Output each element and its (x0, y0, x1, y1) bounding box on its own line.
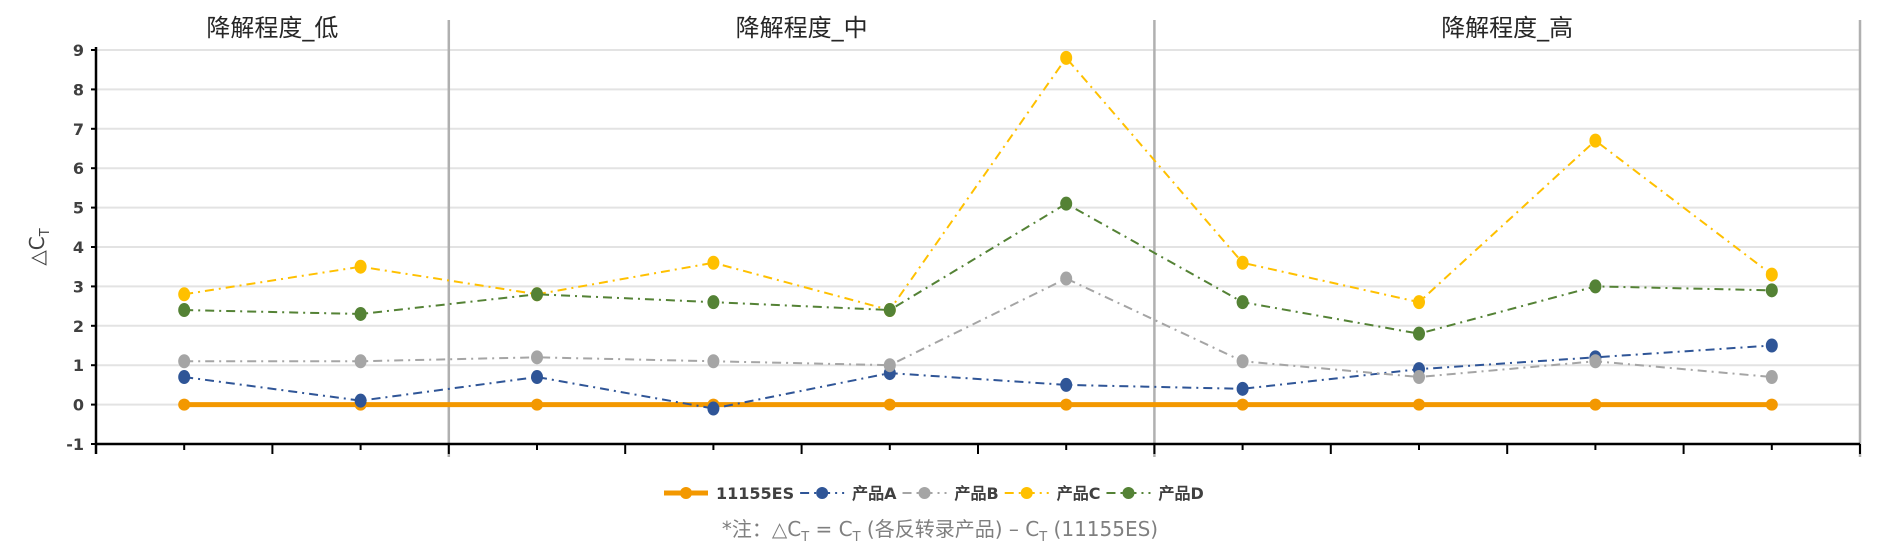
data-point (178, 398, 191, 411)
data-point (178, 287, 191, 302)
legend-marker (816, 487, 829, 499)
series-产品C (178, 50, 1778, 318)
data-point (531, 398, 543, 411)
group-dividers (447, 20, 1862, 457)
group-label: 降解程度_中 (736, 14, 868, 42)
data-point (1765, 338, 1778, 353)
legend-item: 产品A (800, 484, 897, 503)
series-line (184, 277, 1772, 379)
data-point (883, 398, 896, 411)
data-point (1060, 377, 1073, 392)
data-point (1236, 381, 1249, 396)
data-point (883, 358, 896, 373)
legend-item: 产品D (1106, 484, 1204, 503)
legend: 11155ES 产品A 产品B 产品C 产品D (664, 484, 1204, 503)
y-tick-label: 0 (73, 396, 84, 415)
data-point (1236, 295, 1249, 310)
data-point (883, 303, 896, 318)
y-tick-label: 1 (73, 356, 84, 375)
group-label: 降解程度_高 (1441, 14, 1573, 42)
legend-marker (1122, 487, 1135, 499)
data-point (1765, 398, 1778, 411)
y-tick-label: 9 (73, 41, 84, 60)
y-tick-label: 7 (73, 120, 84, 139)
data-point (1413, 326, 1425, 341)
legend-item: 产品B (902, 484, 999, 503)
y-tick-label: -1 (66, 435, 84, 454)
y-tick-label: 2 (73, 317, 84, 336)
y-tick-label: 3 (73, 277, 84, 296)
legend-label: 11155ES (716, 484, 794, 503)
data-point (1413, 295, 1425, 310)
legend-item: 产品C (1004, 484, 1101, 503)
data-point (178, 303, 191, 318)
legend-label: 产品C (1057, 484, 1101, 503)
data-point (531, 350, 543, 365)
data-point (1413, 398, 1425, 411)
series-line (184, 56, 1773, 312)
data-point (178, 370, 191, 385)
series-11155ES (178, 398, 1778, 411)
data-point (354, 393, 367, 408)
data-point (1413, 370, 1425, 385)
group-label: 降解程度_低 (206, 14, 338, 42)
data-point (1236, 398, 1249, 411)
legend-marker (1020, 487, 1033, 499)
series-产品D (178, 196, 1778, 341)
y-axis-label: △CT (25, 228, 53, 265)
data-point (1589, 133, 1602, 148)
series-line (184, 202, 1772, 335)
y-tick-label: 6 (73, 159, 84, 178)
legend-item: 11155ES (664, 484, 794, 503)
data-point (354, 354, 367, 369)
data-point (1060, 196, 1073, 211)
data-point (354, 259, 367, 274)
y-tick-label: 8 (73, 80, 84, 99)
legend-label: 产品A (852, 484, 897, 503)
y-tick-label: 4 (73, 238, 84, 257)
data-point (707, 295, 720, 310)
data-point (707, 255, 720, 270)
data-point (1765, 283, 1778, 298)
data-point (1589, 398, 1602, 411)
data-point (1060, 271, 1073, 286)
data-point (1589, 279, 1602, 294)
gridlines (96, 49, 1860, 406)
data-point (1765, 370, 1778, 385)
data-point (531, 287, 543, 302)
axes (91, 47, 1861, 454)
data-point (178, 354, 191, 369)
legend-marker (918, 487, 931, 499)
data-point (1589, 354, 1602, 369)
data-point (354, 306, 367, 321)
data-point (1236, 255, 1249, 270)
data-point (1765, 267, 1778, 282)
legend-label: 产品D (1158, 484, 1203, 503)
legend-label: 产品B (955, 484, 999, 503)
data-point (531, 370, 543, 385)
legend-marker (680, 487, 692, 499)
data-point (707, 354, 720, 369)
data-point (707, 401, 720, 416)
series-layer (178, 50, 1778, 416)
data-point (1060, 50, 1073, 65)
series-产品B (178, 271, 1778, 385)
data-point (1236, 354, 1249, 369)
y-tick-labels: -1 0 1 2 3 4 5 6 7 8 9 (66, 41, 84, 454)
annotation-note: *注：△CT = CT (各反转录产品) – CT (11155ES) (722, 517, 1158, 545)
data-point (1060, 398, 1073, 411)
group-labels: 降解程度_低 降解程度_中 降解程度_高 (206, 14, 1573, 42)
y-tick-label: 5 (73, 199, 84, 218)
series-line (184, 344, 1772, 410)
